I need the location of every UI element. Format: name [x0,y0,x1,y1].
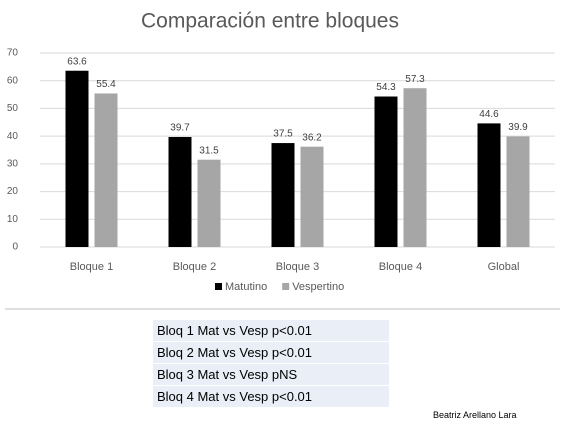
y-tick-label: 30 [7,158,19,169]
legend-swatch [215,283,222,290]
notes-table: Bloq 1 Mat vs Vesp p<0.01 Bloq 2 Mat vs V… [153,320,389,408]
y-tick-label: 70 [7,48,19,59]
note-row: Bloq 1 Mat vs Vesp p<0.01 [153,320,389,342]
bar [374,96,398,247]
y-tick-label: 50 [7,103,19,114]
data-label: 63.6 [67,56,87,67]
note-row: Bloq 2 Mat vs Vesp p<0.01 [153,342,389,364]
chart-title: Comparación entre bloques [141,10,399,33]
data-label: 39.9 [508,122,528,133]
legend-swatch [282,283,290,290]
y-tick-label: 60 [7,75,19,86]
data-label: 39.7 [170,123,190,134]
bar [506,136,530,247]
bar [65,70,89,247]
bar [168,136,192,247]
data-label: 54.3 [376,82,396,93]
bar [271,143,295,247]
chart: Comparación entre bloques 0 10 20 30 40 50 60 7… [5,10,560,310]
data-label: 55.4 [96,79,116,90]
x-tick-label: Bloque 4 [379,261,422,273]
data-label: 44.6 [479,109,499,120]
y-tick-label: 0 [12,242,18,253]
bar [403,88,427,247]
x-tick-label: Global [488,261,520,273]
legend-label: Vespertino [292,281,344,293]
x-tick-label: Bloque 1 [70,261,113,273]
y-tick-label: 20 [7,186,19,197]
bar [477,123,501,247]
data-label: 57.3 [405,74,425,85]
data-label: 36.2 [302,132,322,143]
note-row: Bloq 3 Mat vs Vesp pNS [153,364,389,386]
bar [197,159,221,247]
x-tick-label: Bloque 3 [276,261,319,273]
y-tick-label: 10 [7,214,19,225]
note-row: Bloq 4 Mat vs Vesp p<0.01 [153,386,389,408]
bar [300,146,324,247]
data-label: 37.5 [273,129,293,140]
y-tick-label: 40 [7,131,19,142]
x-tick-label: Bloque 2 [173,261,216,273]
legend-label: Matutino [225,281,267,293]
data-label: 31.5 [199,145,219,156]
author: Beatriz Arellano Lara [433,410,517,420]
bar [94,93,118,247]
